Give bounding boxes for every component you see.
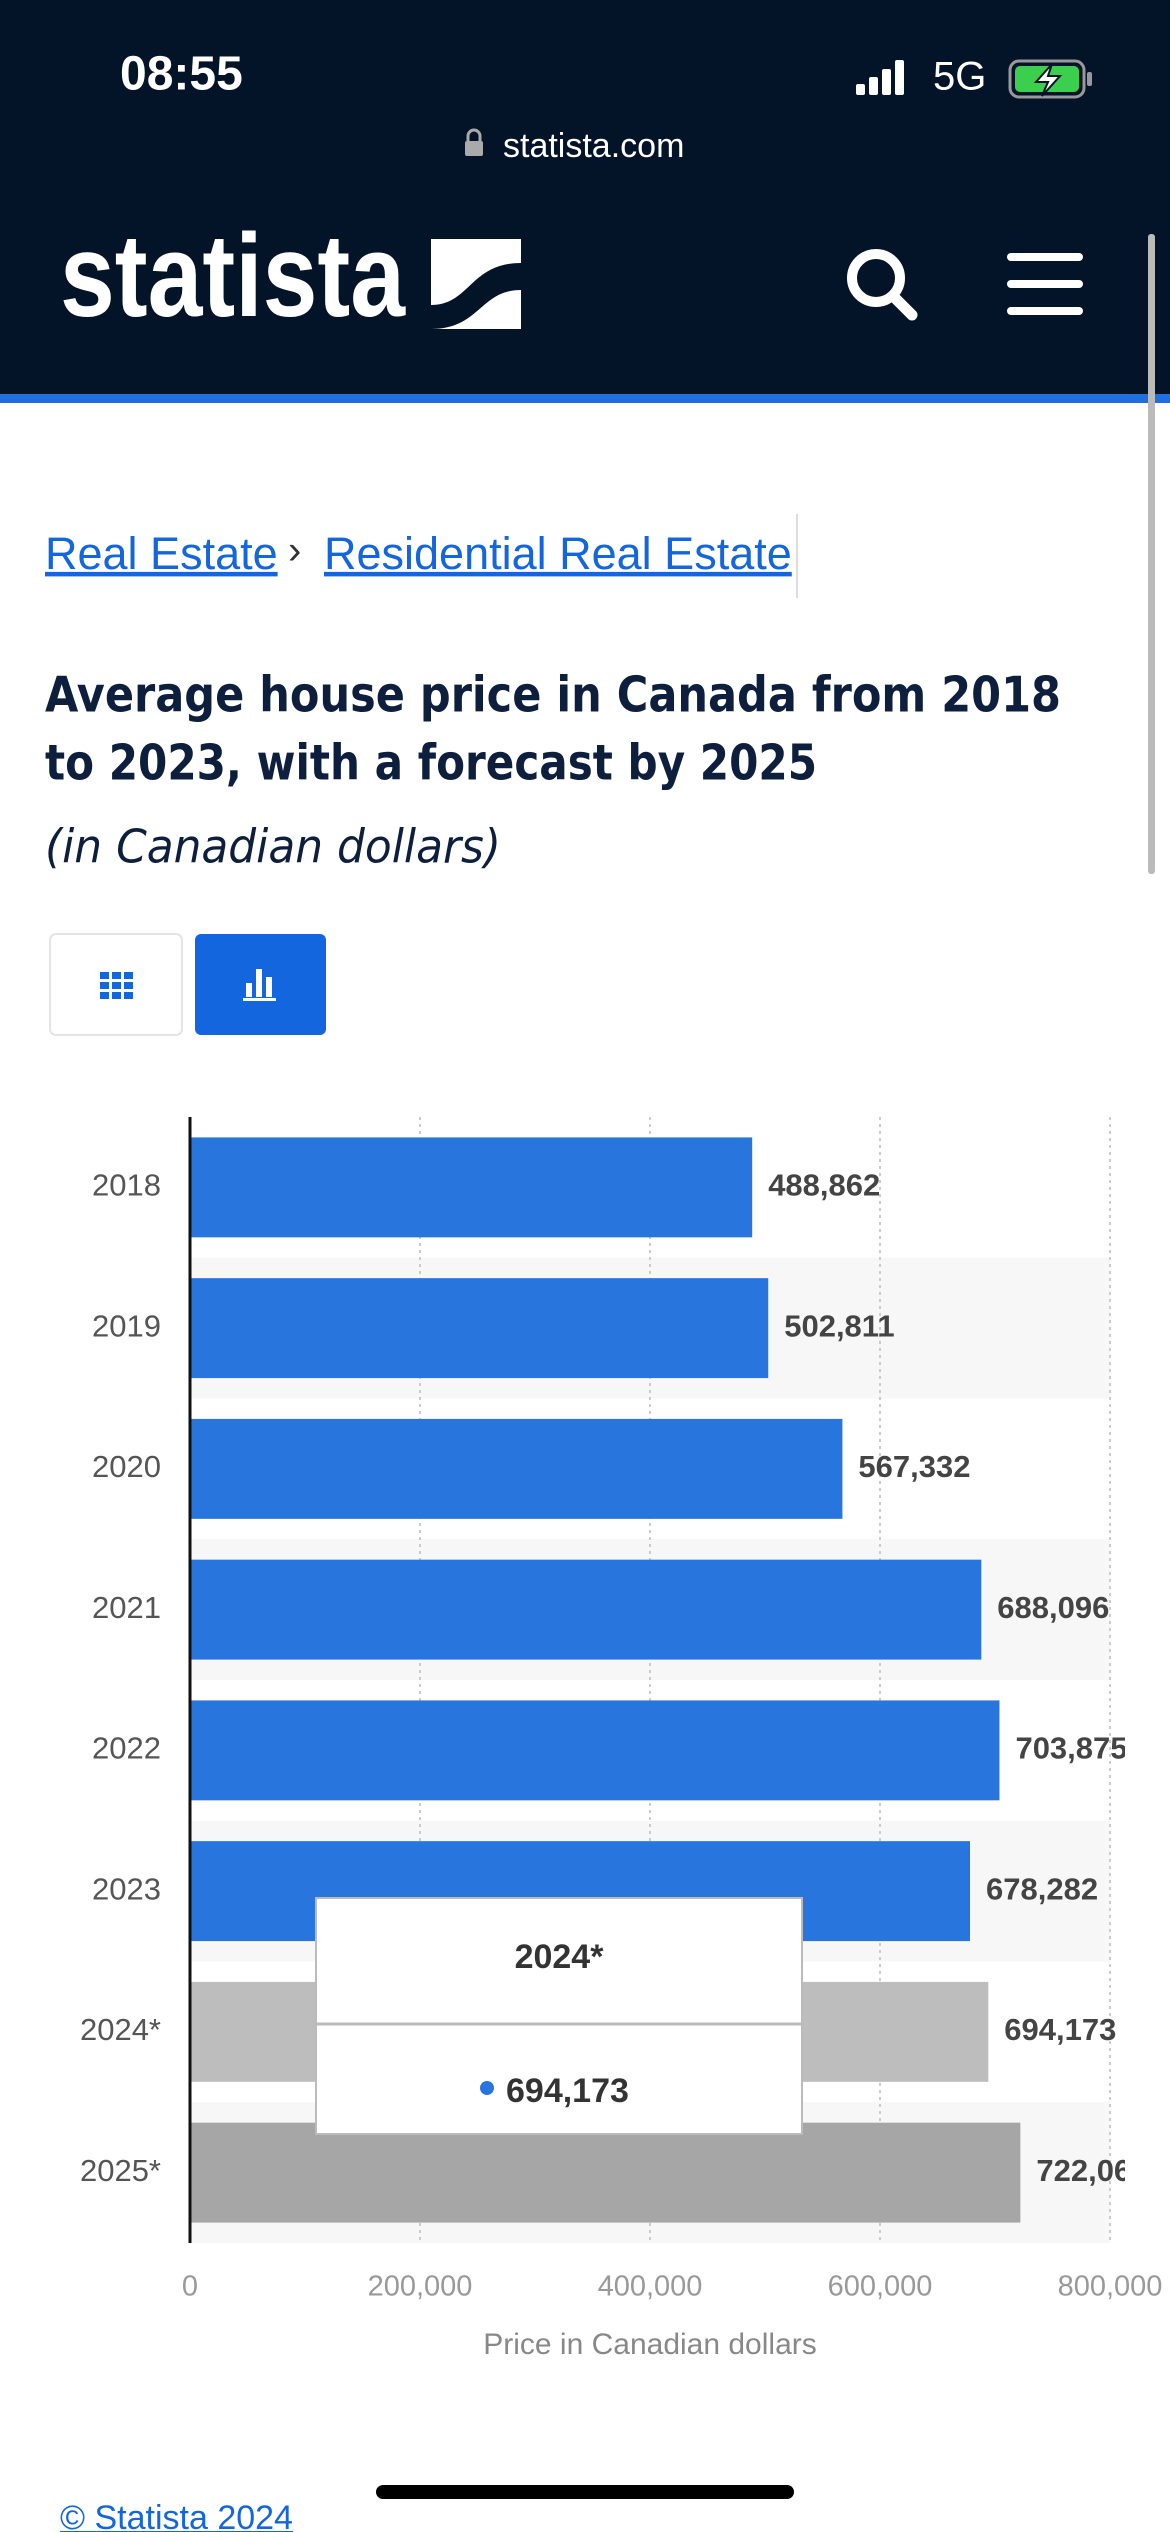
x-tick-label: 0: [182, 2271, 198, 2303]
breadcrumb-sep: ›: [288, 529, 301, 573]
logo-mark: [431, 239, 521, 329]
x-tick-label: 600,000: [828, 2271, 933, 2303]
breadcrumb-link[interactable]: Real Estate: [45, 528, 278, 579]
url: statista.com: [503, 127, 684, 165]
tooltip-dot: [480, 2081, 494, 2095]
breadcrumb-link[interactable]: Residential Real Estate: [324, 528, 792, 579]
y-tick-label: 2024*: [80, 2012, 161, 2047]
x-tick-label: 200,000: [368, 2271, 473, 2303]
y-tick-label: 2020: [92, 1449, 161, 1484]
value-label: 694,173: [1004, 2012, 1116, 2047]
copyright[interactable]: © Statista 2024: [60, 2499, 293, 2532]
lock-icon: [465, 128, 483, 156]
y-tick-label: 2025*: [80, 2153, 161, 2188]
value-label: 488,862: [768, 1168, 880, 1203]
header-line: [0, 394, 1170, 403]
bar: [190, 1278, 769, 1379]
network: 5G: [933, 55, 986, 99]
logo[interactable]: statista: [60, 210, 406, 342]
scrollbar: [1148, 234, 1155, 874]
tooltip-box: [315, 1897, 803, 2135]
title: to 2023, with a forecast by 2025: [45, 735, 817, 792]
header-bg: [0, 0, 1170, 396]
bar: [190, 2122, 1021, 2223]
value-label: 678,282: [986, 1871, 1098, 1906]
x-tick-label: 400,000: [598, 2271, 703, 2303]
chart-button[interactable]: [195, 934, 326, 1035]
table-button[interactable]: [49, 933, 183, 1036]
title: Average house price in Canada from 2018: [45, 667, 1061, 724]
home-indicator: [376, 2485, 794, 2499]
value-label: 703,875: [1015, 1731, 1127, 1766]
signal-icon: [856, 60, 904, 95]
search-icon[interactable]: [847, 249, 918, 321]
value-label: 502,811: [784, 1308, 894, 1343]
menu-icon[interactable]: [1007, 253, 1083, 315]
bar: [190, 1559, 982, 1660]
value-label: 688,096: [997, 1590, 1109, 1625]
bar: [190, 1137, 753, 1238]
x-tick-label: 800,000: [1058, 2271, 1163, 2303]
tooltip-value: 694,173: [506, 2072, 629, 2110]
y-tick-label: 2023: [92, 1871, 161, 1906]
battery-icon: [1008, 59, 1092, 99]
value-label: 722,06: [1036, 2153, 1131, 2188]
y-tick-label: 2021: [92, 1590, 161, 1625]
bar: [190, 1418, 843, 1519]
y-tick-label: 2019: [92, 1308, 161, 1343]
clock: 08:55: [120, 48, 243, 101]
bar: [190, 1700, 1000, 1801]
value-label: 567,332: [858, 1449, 970, 1484]
tooltip: 2024* 694,173: [315, 1897, 803, 2135]
x-axis-title: Price in Canadian dollars: [483, 2328, 817, 2361]
y-tick-label: 2022: [92, 1731, 161, 1766]
subtitle: (in Canadian dollars): [45, 820, 501, 874]
chart: 0 200,000 400,000 600,000 800,000 Price in Ca…: [80, 1117, 1162, 2361]
tooltip-title: 2024*: [515, 1938, 605, 1976]
y-tick-label: 2018: [92, 1168, 161, 1203]
